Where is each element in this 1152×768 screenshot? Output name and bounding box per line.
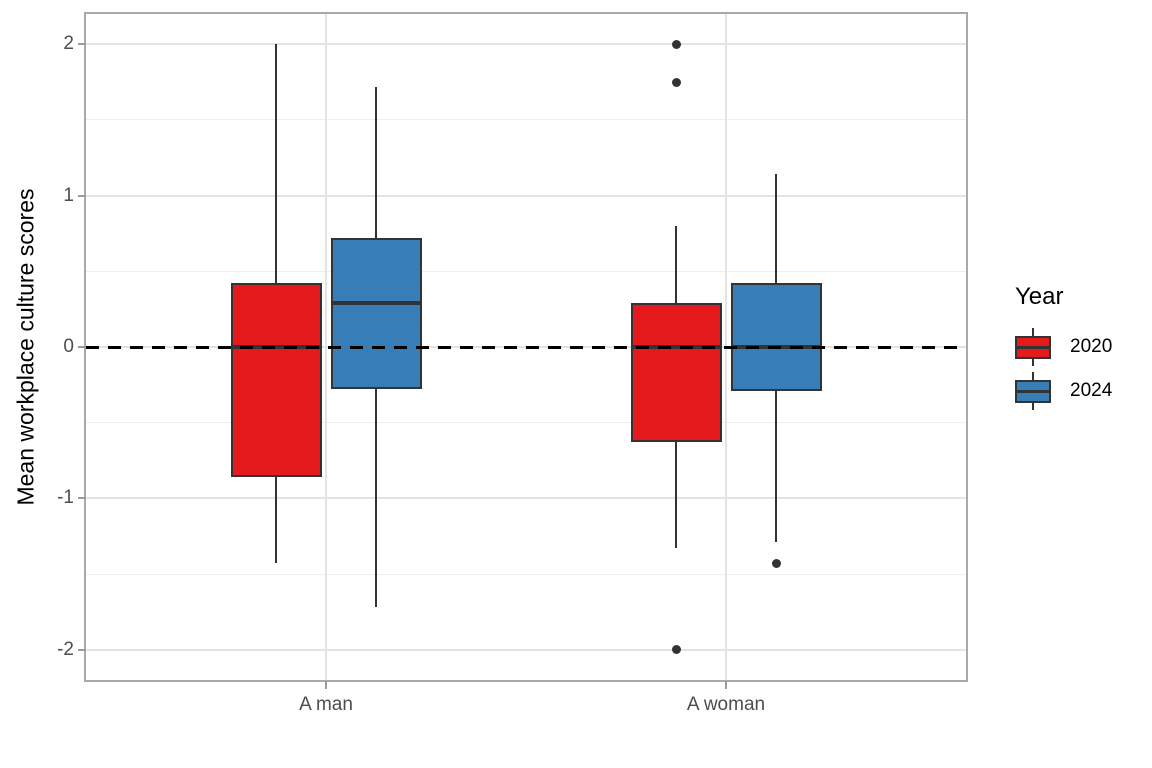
- whisker-upper-a-woman-2020: [675, 225, 677, 304]
- box-a-man-2020: [230, 283, 322, 478]
- y-tick-label: -2: [57, 638, 74, 660]
- whisker-upper-a-man-2024: [375, 86, 377, 238]
- gridline-minor: [86, 573, 966, 575]
- box-a-woman-2024: [730, 283, 822, 391]
- gridline-major: [86, 497, 966, 500]
- whisker-lower-a-man-2020: [275, 477, 277, 564]
- x-tick-label: A man: [299, 694, 353, 715]
- median-a-man-2024: [330, 301, 422, 306]
- whisker-lower-a-woman-2020: [675, 442, 677, 549]
- key-median: [1015, 346, 1051, 349]
- whisker-upper-a-woman-2024: [775, 174, 777, 284]
- gridline-minor: [86, 270, 966, 272]
- y-tick-label: -1: [57, 487, 74, 509]
- x-axis-tick: [325, 681, 327, 689]
- key-median: [1015, 390, 1051, 393]
- gridline-minor: [86, 119, 966, 121]
- legend-entry-2020: 2020: [1015, 324, 1112, 370]
- outlier-a-woman-2020: [671, 77, 681, 87]
- reference-line-dashed: [86, 345, 966, 349]
- whisker-lower-a-woman-2024: [775, 390, 777, 543]
- x-tick-label: A woman: [686, 694, 766, 715]
- y-tick-label: 2: [63, 33, 74, 55]
- gridline-major: [86, 648, 966, 651]
- box-a-woman-2020: [630, 303, 722, 443]
- y-tick-label: 1: [63, 184, 74, 206]
- y-axis-tick: [78, 346, 86, 348]
- x-axis-tick: [725, 681, 727, 689]
- y-tick-label: 0: [63, 336, 74, 357]
- boxplot-key-icon: [1015, 324, 1051, 370]
- y-axis-tick: [78, 43, 86, 46]
- gridline-major: [86, 194, 966, 197]
- y-axis-tick: [78, 497, 86, 500]
- legend: Year 2020 2024: [1015, 283, 1152, 410]
- legend-label: 2020: [1070, 336, 1113, 357]
- legend-entry-2024: 2024: [1015, 368, 1112, 414]
- outlier-a-woman-2024: [771, 558, 781, 568]
- legend-title: Year: [1015, 283, 1064, 310]
- legend-label: 2024: [1070, 380, 1113, 401]
- boxplot-key-icon: [1015, 368, 1051, 414]
- outlier-a-woman-2020: [671, 645, 681, 655]
- y-axis-title: Mean workplace culture scores: [12, 188, 39, 506]
- outlier-a-woman-2020: [671, 39, 681, 49]
- y-axis-tick: [78, 648, 86, 651]
- y-axis-tick: [78, 194, 86, 197]
- gridline-major: [86, 43, 966, 46]
- whisker-upper-a-man-2020: [275, 44, 277, 284]
- gridline-minor: [86, 422, 966, 424]
- whisker-lower-a-man-2024: [375, 389, 377, 608]
- box-a-man-2024: [330, 238, 422, 390]
